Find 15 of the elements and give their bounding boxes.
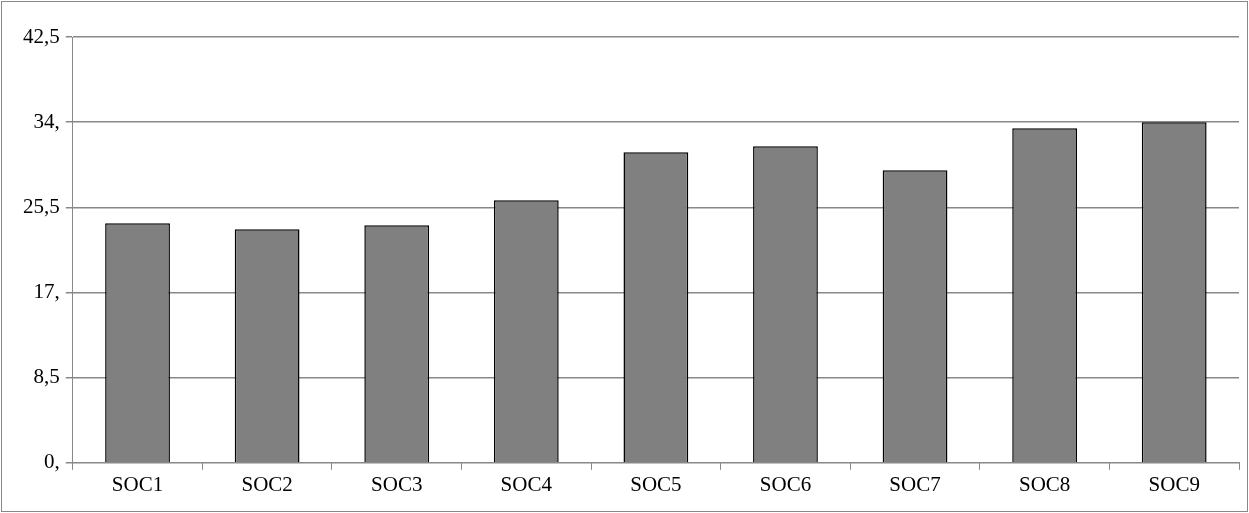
x-tick-label: SOC2 <box>241 471 293 496</box>
x-tick-label: SOC1 <box>111 471 164 496</box>
x-tick-label: SOC5 <box>630 471 682 496</box>
x-tick-label: SOC4 <box>500 471 553 496</box>
x-tick-label: SOC6 <box>759 471 812 496</box>
x-tick-label: SOC9 <box>1148 471 1200 496</box>
y-tick-label: 0, <box>44 449 60 474</box>
y-tick-label: 25,5 <box>23 193 60 218</box>
x-tick-label: SOC8 <box>1018 471 1071 496</box>
y-tick-label: 17, <box>33 279 60 303</box>
x-tick-label: SOC7 <box>889 471 941 496</box>
y-tick-label: 34, <box>33 108 60 133</box>
x-tick-label: SOC3 <box>371 471 423 496</box>
y-tick-label: 42,5 <box>23 23 60 48</box>
y-tick-label: 8,5 <box>33 364 60 389</box>
